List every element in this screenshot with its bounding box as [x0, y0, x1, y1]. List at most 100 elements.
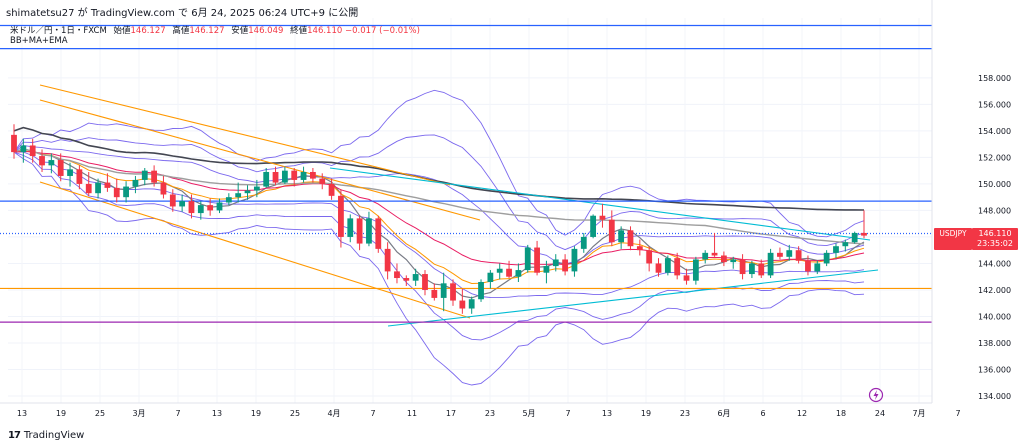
candle — [272, 166, 279, 186]
candle — [506, 260, 512, 279]
candle — [562, 254, 568, 276]
candle — [524, 244, 531, 273]
time-tick-label: 13 — [602, 409, 612, 418]
candle — [403, 275, 410, 286]
indicator-legend[interactable]: BB+MA+EMA — [10, 36, 68, 46]
publish-attribution: shimatetsu27 が TradingView.com で 6月 24, … — [6, 8, 359, 19]
legend-low-label: 安値 — [231, 26, 249, 36]
candle-body — [702, 252, 709, 260]
candle-body — [749, 263, 755, 275]
candle — [459, 288, 466, 314]
candle-body — [384, 248, 391, 272]
candle — [197, 201, 204, 220]
legend-low: 146.049 — [248, 26, 284, 36]
tradingview-logo[interactable]: 17 TradingView — [8, 430, 84, 441]
candle — [487, 270, 494, 289]
candle-body — [281, 170, 288, 183]
candle — [758, 259, 765, 279]
time-tick-label: 7 — [955, 409, 960, 418]
tag-countdown: 23:35:02 — [977, 239, 1013, 248]
candle-body — [76, 169, 83, 184]
bollinger-upper-2 — [13, 134, 865, 251]
candle — [85, 171, 92, 196]
candle-body — [310, 171, 316, 179]
time-tick-label: 11 — [407, 409, 417, 418]
candle-body — [552, 259, 559, 267]
candle-body — [160, 182, 167, 195]
time-tick-label: 18 — [836, 409, 846, 418]
candle — [67, 162, 73, 187]
candle — [777, 247, 783, 260]
candle-body — [795, 250, 802, 261]
candle — [552, 254, 559, 272]
candle-body — [805, 260, 811, 272]
time-tick-label: 3月 — [132, 409, 145, 418]
candle — [720, 251, 727, 267]
candle — [711, 232, 718, 257]
bollinger-lower-2 — [13, 151, 865, 341]
legend-symbol: 米ドル／円・1日・FXCM — [10, 26, 107, 36]
time-tick-label: 17 — [446, 409, 456, 418]
candle-body — [48, 160, 55, 166]
time-axis[interactable]: 13 19 25 3月 7 13 19 25 4月 7 11 17 23 5月 7 13 19 23 6月 6 12 18… — [0, 402, 961, 418]
candle-body — [366, 218, 372, 244]
time-tick-label: 19 — [56, 409, 66, 418]
time-tick-label: 24 — [875, 409, 885, 418]
legend-open-label: 始値 — [113, 26, 131, 36]
candle — [328, 178, 335, 200]
candle-body — [141, 170, 148, 180]
candle — [599, 203, 606, 228]
trendline-orange-1 — [39, 84, 451, 186]
time-tick-label: 12 — [797, 409, 807, 418]
candle — [692, 256, 699, 285]
candle-body — [179, 201, 186, 207]
price-tick-label: 138.000 — [978, 339, 1011, 348]
candle-body — [440, 283, 447, 298]
candle-body — [347, 218, 354, 237]
candle-body — [253, 186, 260, 191]
price-axis[interactable]: 158.000 156.000 154.000 152.000 150.000 148.0… — [931, 0, 1024, 448]
candle-body — [272, 171, 279, 183]
candle-body — [403, 278, 410, 281]
candle-body — [777, 252, 783, 257]
time-tick-label: 23 — [680, 409, 690, 418]
candle-body — [571, 248, 578, 272]
alert-icon[interactable] — [868, 387, 884, 403]
candle — [151, 165, 158, 187]
price-tick-label: 158.000 — [978, 74, 1011, 83]
candle — [767, 248, 774, 279]
legend-open: 146.127 — [130, 26, 166, 36]
candle-body — [468, 299, 475, 309]
candle — [515, 263, 522, 283]
time-tick-label: 13 — [212, 409, 222, 418]
candle-body — [599, 215, 606, 220]
time-tick-label: 7月 — [912, 409, 925, 418]
candle — [814, 260, 821, 275]
candle — [20, 138, 27, 163]
price-tick-label: 140.000 — [978, 312, 1011, 321]
legend-close: 146.110 — [307, 26, 343, 36]
candle-body — [263, 171, 270, 187]
candle — [833, 243, 839, 259]
time-tick-label: 19 — [641, 409, 651, 418]
candle — [281, 166, 288, 184]
time-tick-label: 25 — [95, 409, 105, 418]
bollinger-upper-3 — [13, 89, 865, 238]
candle — [795, 246, 802, 264]
candle-body — [29, 145, 36, 157]
candle — [468, 296, 475, 314]
candle-body — [235, 193, 242, 198]
candle — [132, 175, 139, 194]
candle — [739, 254, 746, 280]
candle — [786, 244, 793, 261]
candle — [627, 226, 634, 251]
candle-body — [608, 219, 615, 243]
candle — [244, 185, 251, 200]
price-tick-label: 142.000 — [978, 286, 1011, 295]
candle — [384, 242, 391, 280]
last-price-tag: USDJPY 146.110 23:35:02 — [934, 228, 1018, 250]
sma-200-line — [13, 126, 865, 211]
candle-body — [674, 258, 681, 276]
candlestick-series — [11, 124, 867, 314]
